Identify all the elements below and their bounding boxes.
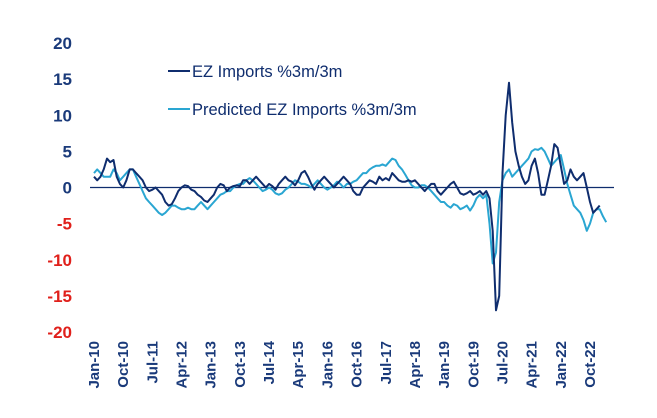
x-tick-label: Oct-16 [349, 341, 366, 388]
y-tick-label: 5 [63, 142, 72, 161]
x-tick-label: Apr-21 [524, 341, 541, 389]
series-layer [93, 81, 608, 312]
y-tick-label: -15 [47, 287, 72, 306]
y-tick-label: 15 [53, 70, 72, 89]
x-tick-label: Jan-10 [86, 341, 103, 389]
x-tick-label: Apr-15 [290, 341, 307, 389]
y-tick-label: -20 [47, 323, 72, 342]
x-tick-label: Oct-13 [232, 341, 249, 388]
legend-label-predicted: Predicted EZ Imports %3m/3m [192, 101, 417, 119]
x-tick-label: Jul-14 [261, 340, 278, 384]
series-line-imports [93, 81, 601, 312]
y-tick-label: -10 [47, 251, 72, 270]
x-tick-label: Jul-11 [144, 341, 161, 384]
y-tick-label: 10 [53, 106, 72, 125]
y-axis-ticks: 20 15 10 5 0 -5 -10 -15 -20 [47, 34, 72, 342]
legend: EZ Imports %3m/3m Predicted EZ Imports %… [168, 63, 417, 119]
x-tick-label: Jul-17 [378, 341, 395, 384]
x-tick-label: Jan-13 [203, 341, 220, 389]
x-tick-label: Apr-18 [407, 341, 424, 389]
x-tick-label: Oct-22 [582, 341, 599, 388]
y-tick-label: 0 [63, 179, 72, 198]
x-tick-label: Oct-19 [465, 341, 482, 388]
y-tick-label: 20 [53, 34, 72, 53]
x-tick-label: Apr-12 [174, 341, 191, 389]
x-tick-label: Oct-10 [115, 341, 132, 388]
x-axis-ticks: Jan-10 Oct-10 Jul-11 Apr-12 Jan-13 Oct-13 Jul-… [86, 340, 599, 388]
x-tick-label: Jan-22 [553, 341, 570, 389]
y-tick-label: -5 [57, 215, 72, 234]
x-tick-label: Jan-19 [436, 341, 453, 389]
x-tick-label: Jan-16 [319, 341, 336, 389]
legend-label-imports: EZ Imports %3m/3m [192, 63, 342, 81]
x-tick-label: Jul-20 [494, 341, 511, 384]
